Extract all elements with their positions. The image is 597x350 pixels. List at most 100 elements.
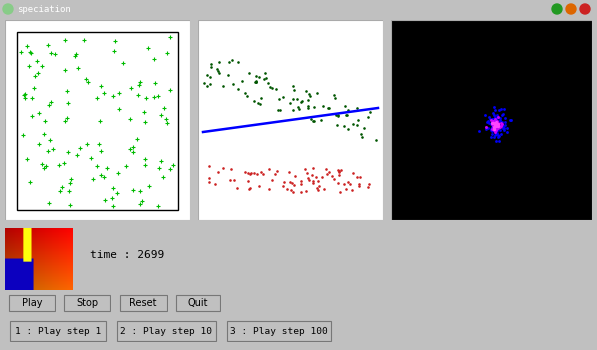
Point [156,159,165,164]
Point [51,51,60,56]
Point [491,121,500,126]
Point [136,201,145,207]
Point [253,171,262,176]
Bar [17,32,178,210]
Point [357,134,367,139]
Point [354,181,364,187]
Point [490,112,499,118]
Point [202,73,211,78]
Point [489,120,498,125]
Text: 1 : Play step 1: 1 : Play step 1 [15,327,101,336]
Point [491,119,501,125]
Point [205,180,214,185]
Point [493,124,503,129]
Circle shape [3,4,13,14]
Point [339,124,349,129]
Point [219,166,228,171]
Point [293,104,303,110]
Point [490,124,499,130]
Circle shape [566,4,576,14]
Point [238,78,247,84]
Point [325,105,334,111]
Point [364,184,373,190]
Point [491,124,500,129]
Point [46,99,56,105]
Point [493,119,502,124]
Point [487,126,497,132]
Point [254,183,263,188]
Point [39,131,49,136]
Point [301,188,310,194]
Point [345,181,355,187]
Point [149,94,159,99]
Point [308,119,318,124]
Point [296,178,305,183]
Point [491,123,500,128]
Point [259,171,268,176]
Point [264,186,274,192]
Point [153,93,163,99]
Point [97,83,106,89]
Point [82,76,91,82]
Point [312,185,322,191]
Point [491,116,501,122]
Point [284,169,294,174]
Point [92,96,101,101]
Point [324,170,334,175]
Point [309,118,319,124]
Point [501,122,510,128]
Point [495,124,504,130]
Point [491,120,500,126]
Point [140,162,150,168]
Point [285,179,295,184]
Point [256,169,266,175]
Bar [10,295,54,312]
Point [118,61,128,66]
Point [121,163,131,169]
Point [488,131,497,137]
Point [42,163,51,169]
Point [251,79,260,84]
Point [274,96,284,102]
Point [60,37,70,43]
Point [490,117,499,122]
Point [224,60,234,65]
Point [494,123,504,128]
Point [149,56,159,62]
Point [497,121,506,127]
Point [309,181,318,186]
Point [496,115,505,121]
Point [506,117,515,122]
Point [304,91,314,97]
Point [259,76,269,82]
Point [158,174,168,180]
Point [490,127,499,133]
Point [488,120,497,126]
Point [150,80,160,85]
Text: 3 : Play step 100: 3 : Play step 100 [230,327,328,336]
Point [352,106,361,111]
Point [129,149,139,155]
Point [492,123,501,129]
Point [229,178,239,183]
Point [112,190,121,195]
Point [156,112,166,118]
Point [488,118,498,124]
Point [493,114,503,119]
Point [125,146,134,152]
Text: Play: Play [21,298,42,308]
Point [40,118,50,123]
Point [278,94,288,100]
Point [20,95,30,101]
Point [343,126,353,132]
Point [108,185,118,191]
Point [493,130,502,136]
Point [135,188,144,194]
Point [365,110,375,115]
Point [321,167,331,172]
Point [491,139,500,144]
Point [334,169,343,174]
Point [159,105,169,111]
Text: 2 : Play step 10: 2 : Play step 10 [121,327,213,336]
Point [107,195,116,201]
